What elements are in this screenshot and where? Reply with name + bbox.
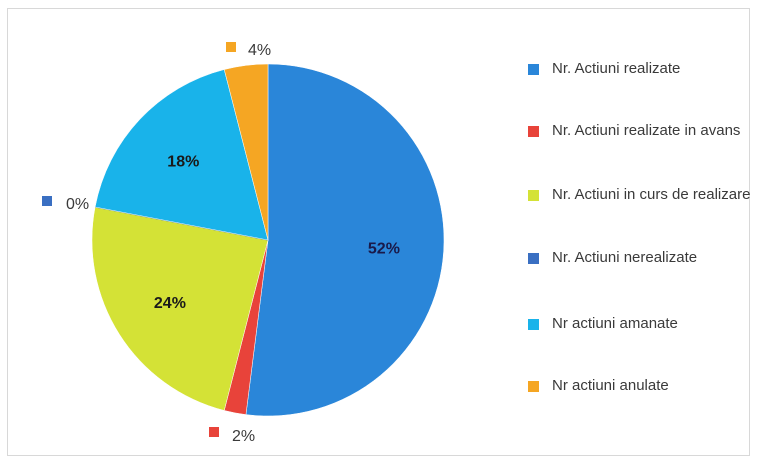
legend-swatch [528,64,539,75]
pie-slice [245,63,445,417]
data-label-marker [226,42,236,52]
legend-swatch [528,190,539,201]
pie-slice [223,63,269,241]
data-label: 24% [154,295,186,312]
legend-label: Nr actiuni amanate [552,315,678,332]
data-label-marker [42,196,52,206]
legend-label: Nr. Actiuni nerealizate [552,249,698,266]
data-label: 0% [66,196,89,213]
legend-label: Nr. Actiuni in curs de realizare [552,186,751,203]
legend-label: Nr. Actiuni realizate [552,60,681,77]
data-label: 4% [248,42,271,59]
data-label: 2% [232,428,255,445]
legend-swatch [528,319,539,330]
legend-label: Nr actiuni anulate [552,377,669,394]
legend-swatch [528,253,539,264]
data-label: 18% [167,153,199,170]
legend-swatch [528,126,539,137]
legend-swatch [528,381,539,392]
data-label: 52% [368,240,400,257]
pie-slice [94,69,269,241]
legend-label: Nr. Actiuni realizate in avans [552,122,741,139]
data-label-marker [209,427,219,437]
pie-slice [91,206,269,411]
